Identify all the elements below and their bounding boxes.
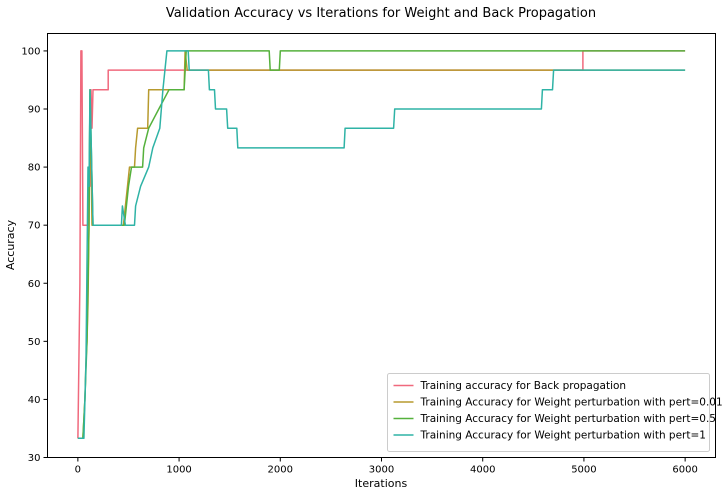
x-tick-label: 2000 — [268, 465, 293, 476]
chart-title: Validation Accuracy vs Iterations for We… — [166, 6, 596, 21]
series-lines — [77, 50, 686, 440]
x-tick-label: 0 — [75, 465, 81, 476]
x-tick-label: 5000 — [571, 465, 596, 476]
y-tick-label: 80 — [28, 163, 41, 174]
y-tick-label: 70 — [28, 221, 41, 232]
x-tick-label: 3000 — [369, 465, 394, 476]
legend: Training accuracy for Back propagation Tr… — [387, 373, 723, 452]
legend-label: Training Accuracy for Weight perturbatio… — [420, 413, 717, 425]
series-line-3 — [77, 50, 686, 440]
x-tick-label: 4000 — [470, 465, 495, 476]
y-axis: 30 40 50 60 70 80 90 100 — [21, 46, 48, 464]
legend-box — [387, 373, 710, 452]
series-line-4 — [77, 50, 686, 440]
y-tick-label: 30 — [28, 453, 41, 464]
y-tick-label: 40 — [28, 395, 41, 406]
y-tick-label: 50 — [28, 337, 41, 348]
x-axis-label: Iterations — [355, 477, 408, 490]
y-tick-label: 90 — [28, 105, 41, 116]
y-tick-label: 100 — [21, 46, 40, 57]
legend-label: Training Accuracy for Weight perturbatio… — [420, 430, 706, 442]
legend-label: Training Accuracy for Weight perturbatio… — [420, 397, 723, 409]
legend-label: Training accuracy for Back propagation — [420, 380, 627, 392]
x-axis: 0 1000 2000 3000 4000 5000 6000 — [75, 457, 698, 476]
x-tick-label: 1000 — [166, 465, 191, 476]
y-tick-label: 60 — [28, 279, 41, 290]
x-tick-label: 6000 — [672, 465, 697, 476]
y-axis-label: Accuracy — [4, 219, 17, 270]
